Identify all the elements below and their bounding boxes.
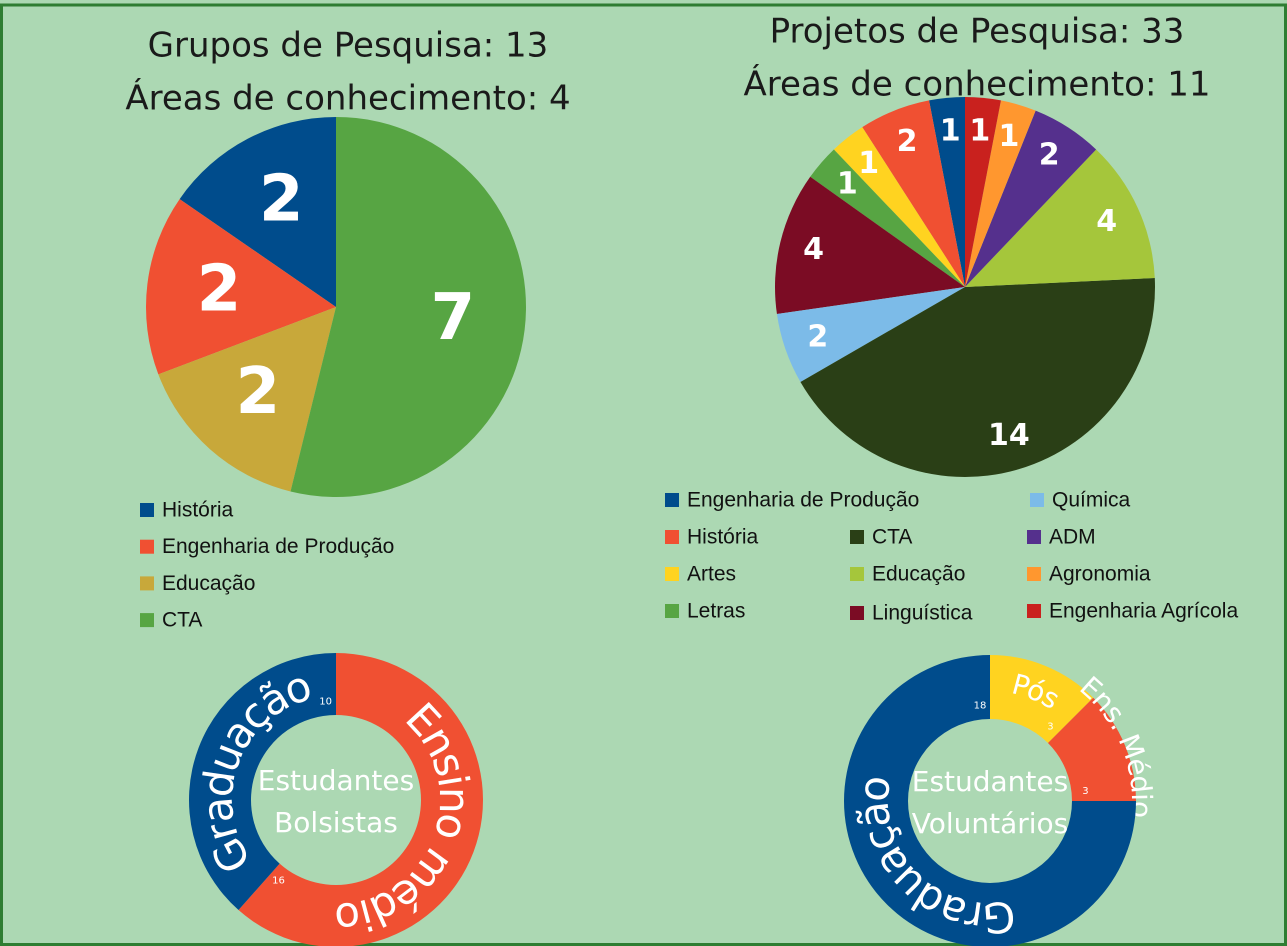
legend-swatch (850, 567, 864, 581)
legend-label: ADM (1049, 526, 1096, 549)
donut-slice (1047, 697, 1136, 801)
donut-slice (990, 655, 1094, 744)
legend-swatch (850, 530, 864, 544)
chart-title: Grupos de Pesquisa: 13 (148, 26, 549, 66)
legend-swatch (1027, 530, 1041, 544)
legend-label: História (162, 499, 234, 522)
legend-label: Engenharia de Produção (162, 535, 394, 558)
slice-label: 4 (1096, 204, 1117, 239)
pie-slice (179, 117, 336, 307)
legend-label: História (687, 526, 759, 549)
legend-swatch (850, 606, 864, 620)
slice-label: 1 (969, 113, 990, 148)
legend-swatch (140, 576, 154, 591)
pie-slice (158, 307, 336, 492)
segment-value: 3 (1082, 786, 1088, 797)
legend-swatch (1027, 604, 1041, 618)
pie-slice (776, 287, 965, 382)
legend-label: Educação (162, 572, 255, 595)
legend-label: Linguística (872, 602, 973, 625)
legend-label: Química (1052, 489, 1131, 512)
slice-label: 4 (803, 232, 824, 267)
pie-slice (290, 117, 526, 497)
segment-value: 3 (1047, 721, 1053, 732)
pie-slice (800, 277, 1155, 478)
legend-label: Letras (687, 600, 745, 623)
slice-label: 1 (837, 166, 858, 201)
pie-slice (775, 176, 965, 315)
legend-label: Engenharia Agrícola (1049, 600, 1238, 623)
slice-label: 2 (197, 252, 242, 326)
slice-label: 2 (236, 355, 281, 429)
slice-label: 1 (998, 119, 1019, 154)
pie-slice (833, 127, 965, 287)
donut-slice (238, 653, 483, 946)
legend-swatch (665, 493, 679, 507)
legend-label: Engenharia de Produção (687, 489, 919, 512)
donut-slice (844, 655, 1136, 946)
pie-slice (965, 100, 1036, 287)
segment-value: 16 (272, 876, 285, 887)
slice-label: 2 (259, 162, 304, 236)
center-text: Voluntários (912, 807, 1069, 840)
pie-slice (146, 199, 336, 375)
center-text: Estudantes (912, 765, 1068, 798)
chart-subtitle: Áreas de conhecimento: 4 (125, 78, 570, 119)
slice-label: 2 (1039, 137, 1060, 172)
slice-label: 1 (858, 146, 879, 181)
legend-swatch (1030, 493, 1044, 507)
pie-slice (929, 97, 965, 287)
slice-label: 7 (431, 281, 476, 355)
pie-slice (965, 149, 1155, 287)
legend-swatch (140, 503, 154, 517)
center-text: Estudantes (258, 764, 414, 797)
pie-slice (965, 110, 1097, 287)
legend-swatch (665, 530, 679, 544)
legend-swatch (140, 613, 154, 628)
legend-label: CTA (162, 609, 202, 632)
slice-label: 14 (988, 418, 1030, 453)
segment-value: 10 (319, 697, 332, 708)
legend-label: Artes (687, 563, 736, 586)
legend-swatch (140, 539, 154, 554)
legend-label: Agronomia (1049, 563, 1151, 586)
legend-swatch (1027, 567, 1041, 581)
slice-label: 2 (897, 124, 918, 159)
pie-slice (810, 149, 965, 287)
donut-slice (189, 653, 336, 911)
legend-swatch (665, 567, 679, 581)
center-text: Bolsistas (274, 806, 398, 839)
legend-label: CTA (872, 526, 912, 549)
legend-label: Educação (872, 563, 965, 586)
legend-swatch (665, 604, 679, 618)
chart-title: Projetos de Pesquisa: 33 (770, 12, 1185, 52)
slice-label: 2 (807, 319, 828, 354)
segment-value: 18 (974, 701, 987, 712)
pie-slice (965, 97, 1001, 287)
slice-label: 1 (940, 113, 961, 148)
pie-slice (862, 100, 965, 287)
